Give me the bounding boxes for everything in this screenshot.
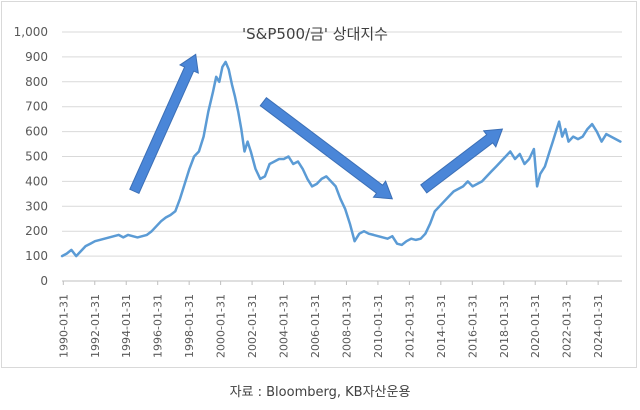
trend-arrow (420, 128, 504, 194)
chart-frame (1, 1, 637, 368)
x-tick-label: 2008-01-31 (340, 294, 353, 358)
x-tick-label: 1998-01-31 (183, 294, 196, 358)
x-tick-label: 2018-01-31 (498, 294, 511, 358)
x-tick-label: 2012-01-31 (403, 294, 416, 358)
x-tick-label: 2002-01-31 (246, 294, 259, 358)
chart-title: 'S&P500/금' 상대지수 (242, 25, 388, 43)
x-tick-label: 1994-01-31 (120, 294, 133, 358)
trend-arrow (129, 53, 199, 195)
x-tick-label: 2000-01-31 (215, 294, 228, 358)
y-tick-label: 600 (25, 125, 48, 139)
y-tick-label: 500 (25, 150, 48, 164)
y-tick-label: 400 (25, 174, 48, 188)
y-axis-ticks: 0 100 200 300 400 500 600 700 800 900 1,000 (14, 25, 48, 288)
x-tick-label: 2022-01-31 (561, 294, 574, 358)
y-tick-label: 200 (25, 224, 48, 238)
x-tick-label: 2016-01-31 (466, 294, 479, 358)
x-tick-label: 1990-01-31 (57, 294, 70, 358)
gridlines (62, 31, 622, 257)
y-tick-label: 300 (25, 199, 48, 213)
y-tick-label: 900 (25, 50, 48, 64)
y-tick-label: 800 (25, 75, 48, 89)
x-axis-ticks: 1990-01-31 1992-01-31 1994-01-31 1996-01-31… (57, 281, 605, 358)
x-tick-label: 2024-01-31 (592, 294, 605, 358)
trend-arrow (259, 97, 394, 200)
y-tick-label: 1,000 (14, 25, 48, 39)
y-tick-label: 100 (25, 249, 48, 263)
y-tick-label: 700 (25, 100, 48, 114)
x-tick-label: 2004-01-31 (278, 294, 291, 358)
x-tick-label: 1992-01-31 (89, 294, 102, 358)
x-tick-label: 2006-01-31 (309, 294, 322, 358)
y-tick-label: 0 (40, 274, 48, 288)
trend-arrows (129, 53, 504, 200)
source-caption: 자료 : Bloomberg, KB자산운용 (229, 385, 411, 400)
x-tick-label: 2020-01-31 (529, 294, 542, 358)
x-tick-label: 2010-01-31 (372, 294, 385, 358)
series-line (60, 60, 622, 258)
x-tick-label: 1996-01-31 (152, 294, 165, 358)
x-tick-label: 2014-01-31 (435, 294, 448, 358)
